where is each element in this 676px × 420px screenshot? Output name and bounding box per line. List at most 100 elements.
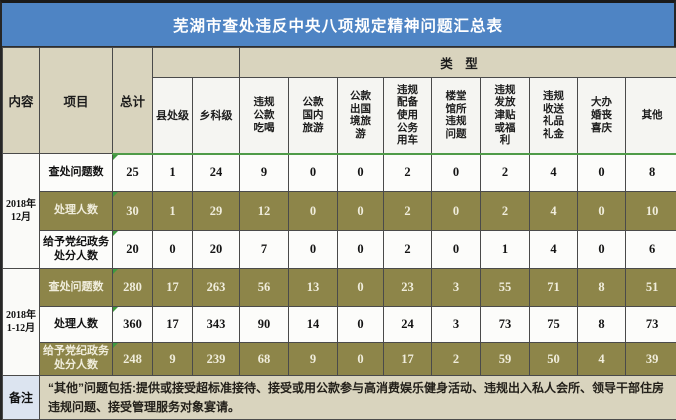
total-cell: 30 xyxy=(112,191,153,231)
data-cell: 23 xyxy=(383,268,432,307)
data-cell: 17 xyxy=(383,342,432,376)
data-cell: 90 xyxy=(239,306,289,343)
data-cell: 20 xyxy=(192,230,240,269)
table-row: 2018年12月 查处问题数 25 1 24 9 0 0 2 0 2 4 0 8 xyxy=(2,152,676,269)
data-cell: 56 xyxy=(239,268,289,307)
data-cell: 2 xyxy=(480,152,530,192)
row-label: 给予党纪政务处分人数 xyxy=(39,342,113,376)
data-cell: 0 xyxy=(577,152,626,192)
data-cell: 8 xyxy=(577,306,626,343)
data-cell: 3 xyxy=(431,268,481,307)
data-cell: 0 xyxy=(577,191,626,231)
header-township-level: 乡科级 xyxy=(192,77,240,154)
total-cell: 360 xyxy=(112,306,153,343)
data-cell: 0 xyxy=(337,191,384,231)
data-cell: 14 xyxy=(288,306,338,343)
data-cell: 68 xyxy=(239,342,289,376)
period-label: 2018年1-12月 xyxy=(2,268,40,376)
total-cell: 25 xyxy=(112,152,153,192)
data-cell: 50 xyxy=(529,342,578,376)
data-cell: 39 xyxy=(624,342,676,376)
header-type-col-0: 违规公款吃喝 xyxy=(239,77,289,154)
data-cell: 7 xyxy=(239,230,289,269)
data-cell: 10 xyxy=(624,191,676,231)
data-cell: 55 xyxy=(480,268,530,307)
table-row: 给予党纪政务处分人数 248 9 239 68 9 0 17 2 59 50 4 39 xyxy=(3,342,676,376)
data-cell: 0 xyxy=(577,230,626,269)
data-cell: 0 xyxy=(288,230,338,269)
data-cell: 13 xyxy=(288,268,338,307)
header-type-col-5: 违规发放津贴或福利 xyxy=(480,77,530,154)
data-cell: 0 xyxy=(337,268,384,307)
data-cell: 263 xyxy=(192,268,240,307)
data-cell: 0 xyxy=(337,306,384,343)
table-body: 2018年12月 查处问题数 25 1 24 9 0 0 2 0 2 4 0 8 处理人数 30 1 29 12 0 0… xyxy=(2,152,676,376)
header-type-col-4: 楼堂馆所违规问题 xyxy=(431,77,481,154)
table-row: 2018年1-12月 查处问题数 280 17 263 56 13 0 23 3 55 71 8 51 xyxy=(2,268,676,376)
header-type-col-8: 其他 xyxy=(624,77,676,154)
data-cell: 0 xyxy=(431,152,481,192)
data-cell: 24 xyxy=(192,152,240,192)
note-row: 备注 “其他”问题包括:提供或接受超标准接待、接受或用公款参与高消费娱乐健身活动… xyxy=(2,374,676,420)
data-cell: 343 xyxy=(192,306,240,343)
header-type-col-2: 公款出国境旅游 xyxy=(337,77,384,154)
data-cell: 9 xyxy=(152,342,193,376)
data-cell: 0 xyxy=(337,152,384,192)
data-cell: 0 xyxy=(337,230,384,269)
data-cell: 1 xyxy=(152,152,193,192)
table-row: 给予党纪政务处分人数 20 0 20 7 0 0 2 0 1 4 0 6 xyxy=(3,230,676,269)
data-cell: 51 xyxy=(624,268,676,307)
data-cell: 4 xyxy=(529,191,578,231)
data-cell: 0 xyxy=(288,152,338,192)
data-cell: 24 xyxy=(383,306,432,343)
data-cell: 71 xyxy=(529,268,578,307)
data-cell: 2 xyxy=(383,152,432,192)
data-cell: 0 xyxy=(431,191,481,231)
total-cell: 20 xyxy=(112,230,153,269)
data-cell: 8 xyxy=(624,152,676,192)
data-cell: 17 xyxy=(152,306,193,343)
data-cell: 29 xyxy=(192,191,240,231)
header-row-columns: 县处级 乡科级 违规公款吃喝 公款国内旅游 公款出国境旅游 违规配备使用公务用车… xyxy=(3,77,676,154)
row-label: 给予党纪政务处分人数 xyxy=(39,230,113,269)
data-cell: 1 xyxy=(480,230,530,269)
row-label: 处理人数 xyxy=(39,191,113,231)
table-title: 芜湖市查处违反中央八项规定精神问题汇总表 xyxy=(2,3,674,47)
data-cell: 2 xyxy=(480,191,530,231)
header-levels-spacer xyxy=(152,47,240,78)
header-type-col-7: 大办婚丧喜庆 xyxy=(577,77,626,154)
data-cell: 3 xyxy=(431,306,481,343)
table-row: 处理人数 360 17 343 90 14 0 24 3 73 75 8 73 xyxy=(3,306,676,343)
data-cell: 73 xyxy=(624,306,676,343)
data-cell: 9 xyxy=(239,152,289,192)
header-row-groups: 内容 项目 总计 类 型 xyxy=(2,47,676,154)
data-cell: 0 xyxy=(288,191,338,231)
note-text: “其他”问题包括:提供或接受超标准接待、接受或用公款参与高消费娱乐健身活动、违规… xyxy=(38,374,676,420)
table-row: 处理人数 30 1 29 12 0 0 2 0 2 4 0 10 xyxy=(3,191,676,231)
data-cell: 4 xyxy=(529,230,578,269)
header-type-col-1: 公款国内旅游 xyxy=(288,77,338,154)
data-cell: 1 xyxy=(152,191,193,231)
data-cell: 2 xyxy=(431,342,481,376)
data-cell: 2 xyxy=(383,191,432,231)
period-label: 2018年12月 xyxy=(2,153,40,269)
row-label: 查处问题数 xyxy=(39,268,113,307)
header-type-group: 类 型 xyxy=(238,47,676,78)
summary-table: 内容 项目 总计 类 型 县处级 乡科级 违规公款吃喝 公款国内旅游 公款出国境… xyxy=(2,47,676,420)
data-cell: 4 xyxy=(577,342,626,376)
total-cell: 280 xyxy=(112,268,153,307)
data-cell: 0 xyxy=(152,230,193,269)
data-cell: 0 xyxy=(337,342,384,376)
data-cell: 12 xyxy=(239,191,289,231)
data-cell: 9 xyxy=(288,342,338,376)
data-cell: 2 xyxy=(383,230,432,269)
note-label: 备注 xyxy=(2,374,40,420)
data-cell: 75 xyxy=(529,306,578,343)
data-cell: 59 xyxy=(480,342,530,376)
header-total: 总计 xyxy=(112,47,153,154)
total-cell: 248 xyxy=(112,342,153,376)
header-project: 项目 xyxy=(39,47,113,154)
row-label: 处理人数 xyxy=(39,306,113,343)
header-type-col-3: 违规配备使用公务用车 xyxy=(383,77,432,154)
